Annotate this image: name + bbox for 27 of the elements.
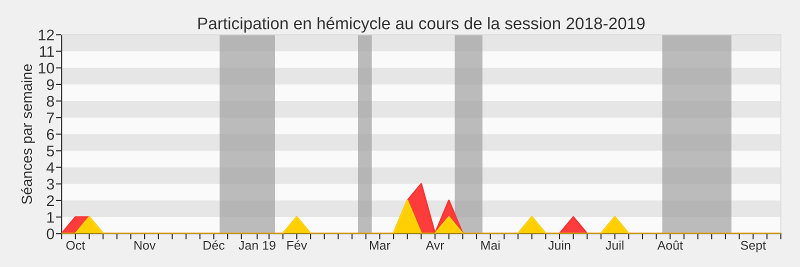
y-tick-label: 4 [46,162,54,173]
y-tick-label: 5 [46,146,54,156]
y-tick-label: 3 [46,178,54,190]
y-tick-label: 11 [40,46,54,57]
y-tick-label: 2 [46,195,54,206]
x-tick-label: Août [657,240,683,250]
x-tick-label: Mar [370,241,390,250]
x-tick-label: Jan 19 [238,240,276,250]
y-tick-label: 8 [46,96,54,107]
y-tick-label: 7 [46,112,54,124]
x-tick-label: Nov [134,241,156,250]
x-tick-label: Déc [204,240,225,250]
y-tick-label: 12 [38,30,54,40]
y-tick-label: 0 [46,228,54,240]
chart-title: Participation en hémicycle au cours de la session 2018-2019 [198,16,645,33]
y-tick-label: 1 [47,212,54,223]
y-axis-title: Séances par semaine [21,64,35,204]
y-tick-label: 9 [46,79,54,90]
x-tick-label: Juil [606,240,624,250]
x-tick-label: Sept [740,240,766,252]
y-tick-label: 6 [46,129,54,140]
x-tick-label: Oct [66,240,86,250]
x-tick-label: Fév [287,240,308,250]
x-tick-label: Avr [426,241,444,250]
x-tick-label: Juin [548,240,570,250]
x-tick-label: Mai [481,240,500,250]
y-tick-label: 10 [38,62,54,74]
